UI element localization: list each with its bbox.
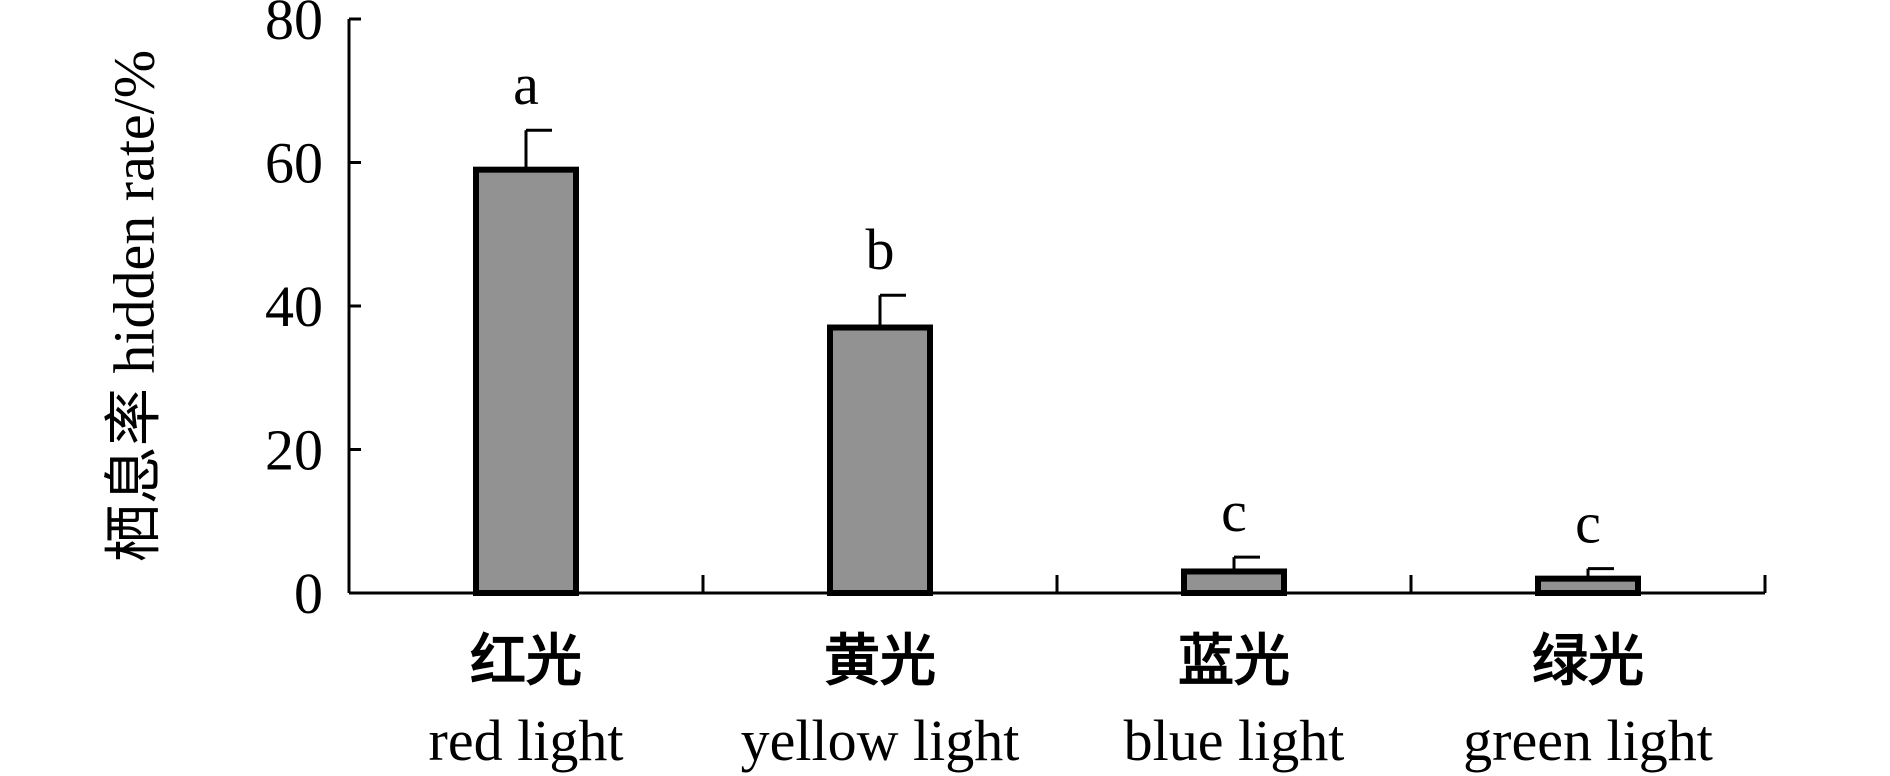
y-tick-label: 20	[265, 418, 323, 483]
bar	[1535, 575, 1641, 597]
bar	[827, 324, 933, 596]
significance-letter: b	[866, 217, 895, 282]
x-tick-label: red light	[429, 708, 624, 773]
bar	[1181, 568, 1287, 596]
y-axis-label: 栖息率 hidden rate/%	[101, 50, 166, 562]
x-tick-label: 绿光	[1532, 629, 1644, 694]
significance-letter: c	[1575, 491, 1601, 556]
x-tick-label: green light	[1463, 708, 1713, 773]
significance-letter: a	[513, 52, 539, 117]
bar	[473, 166, 579, 597]
x-tick-label: blue light	[1124, 708, 1345, 773]
y-tick-label: 60	[265, 131, 323, 196]
y-tick-label: 40	[265, 274, 323, 339]
x-tick-label: 红光	[470, 629, 582, 694]
x-tick-label: 黄光	[824, 629, 936, 694]
x-tick-label: yellow light	[741, 708, 1020, 773]
x-tick-label: 蓝光	[1178, 629, 1290, 694]
y-tick-label: 80	[265, 0, 323, 52]
y-tick-label: 0	[294, 561, 323, 626]
significance-letter: c	[1221, 479, 1247, 544]
